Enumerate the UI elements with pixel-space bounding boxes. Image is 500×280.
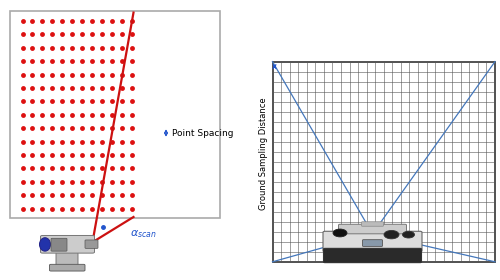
FancyBboxPatch shape	[362, 222, 384, 226]
FancyBboxPatch shape	[324, 248, 422, 263]
Text: Point Spacing: Point Spacing	[172, 129, 233, 137]
FancyBboxPatch shape	[51, 238, 67, 251]
Ellipse shape	[333, 229, 347, 237]
Ellipse shape	[384, 230, 399, 239]
FancyBboxPatch shape	[56, 250, 78, 268]
Bar	[10, 11, 220, 218]
FancyBboxPatch shape	[338, 224, 406, 234]
Text: Ground Sampling Distance: Ground Sampling Distance	[260, 98, 268, 210]
Ellipse shape	[402, 231, 414, 238]
FancyBboxPatch shape	[85, 240, 98, 248]
FancyBboxPatch shape	[362, 240, 382, 246]
FancyBboxPatch shape	[50, 264, 85, 271]
FancyBboxPatch shape	[40, 235, 94, 253]
FancyBboxPatch shape	[323, 231, 422, 252]
Text: $\alpha_{scan}$: $\alpha_{scan}$	[130, 228, 157, 240]
Bar	[272, 62, 495, 262]
Ellipse shape	[40, 238, 50, 251]
